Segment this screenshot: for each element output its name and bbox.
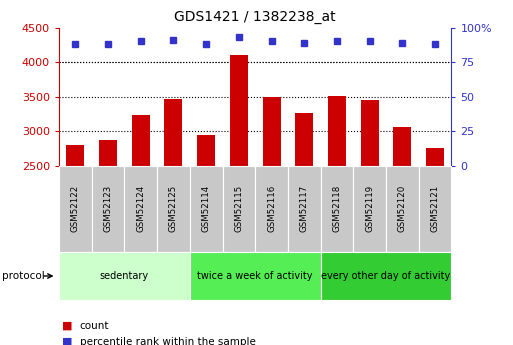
Text: GSM52115: GSM52115 — [234, 185, 243, 232]
Bar — [288, 166, 321, 252]
Text: twice a week of activity: twice a week of activity — [198, 271, 313, 281]
Text: ■: ■ — [62, 337, 72, 345]
Bar — [255, 166, 288, 252]
Bar — [230, 55, 248, 166]
Bar — [353, 166, 386, 252]
Bar — [386, 166, 419, 252]
Text: GSM52120: GSM52120 — [398, 185, 407, 232]
Text: GSM52122: GSM52122 — [71, 185, 80, 232]
Bar — [92, 166, 125, 252]
Bar — [190, 166, 223, 252]
Text: GSM52116: GSM52116 — [267, 185, 276, 232]
Text: percentile rank within the sample: percentile rank within the sample — [80, 337, 255, 345]
Text: GSM52114: GSM52114 — [202, 185, 211, 232]
Text: count: count — [80, 321, 109, 331]
Bar — [124, 166, 157, 252]
Bar — [190, 252, 321, 300]
Text: ■: ■ — [62, 321, 72, 331]
Text: GSM52117: GSM52117 — [300, 185, 309, 232]
Bar — [263, 97, 281, 166]
Bar — [165, 99, 183, 166]
Bar — [197, 135, 215, 166]
Bar — [393, 127, 411, 166]
Text: sedentary: sedentary — [100, 271, 149, 281]
Text: GSM52119: GSM52119 — [365, 185, 374, 232]
Bar — [59, 166, 92, 252]
Text: GSM52121: GSM52121 — [430, 185, 440, 232]
Bar — [321, 166, 353, 252]
Bar — [99, 140, 117, 166]
Bar — [157, 166, 190, 252]
Bar — [59, 252, 190, 300]
Bar — [419, 166, 451, 252]
Text: GSM52118: GSM52118 — [332, 185, 342, 232]
Bar — [426, 148, 444, 166]
Bar — [328, 96, 346, 166]
Text: protocol: protocol — [2, 271, 44, 281]
Bar — [132, 115, 150, 166]
Bar — [223, 166, 255, 252]
Text: GSM52123: GSM52123 — [104, 185, 112, 232]
Bar — [295, 113, 313, 166]
Text: GSM52125: GSM52125 — [169, 185, 178, 232]
Bar — [361, 100, 379, 166]
Text: every other day of activity: every other day of activity — [322, 271, 450, 281]
Text: GSM52124: GSM52124 — [136, 185, 145, 232]
Bar — [66, 145, 84, 166]
Title: GDS1421 / 1382238_at: GDS1421 / 1382238_at — [174, 10, 336, 24]
Bar — [321, 252, 451, 300]
